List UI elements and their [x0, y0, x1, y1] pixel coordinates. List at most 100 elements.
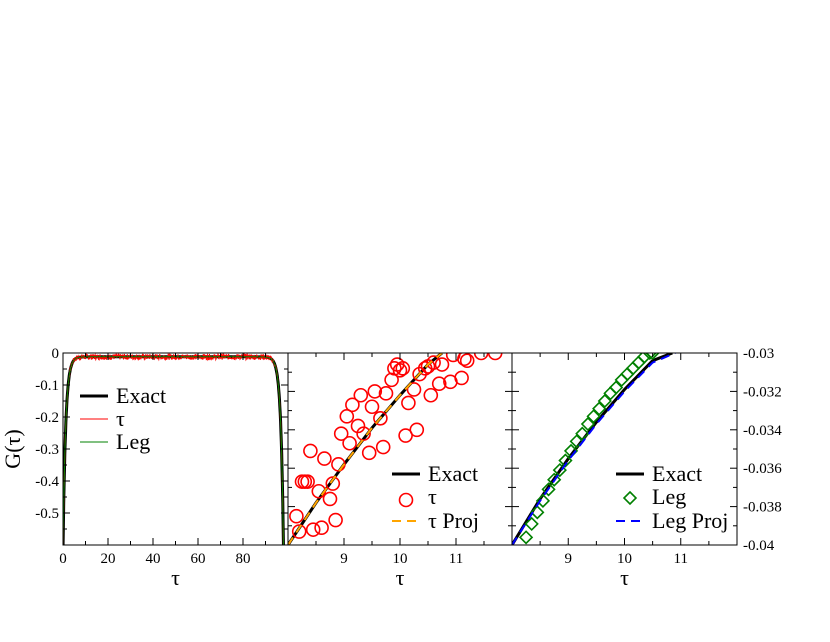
legend-swatch-1	[622, 490, 638, 506]
y-tick-label: -0.4	[35, 474, 59, 490]
data-point-circle	[305, 522, 321, 537]
data-point-diamond	[530, 505, 545, 520]
y-tick-label-right: -0.032	[743, 384, 782, 400]
x-tick-label: 60	[191, 551, 206, 567]
x-axis-title: τ	[620, 565, 629, 590]
data-point-diamond	[592, 401, 607, 416]
series-exact-line	[512, 353, 673, 545]
panel-full-range: 0 20 40 60 80 0 -0.1 -0.2 -0.3 -0.4 -0.5 τ G(τ) Exact…	[0, 346, 289, 590]
data-point-diamond	[558, 453, 573, 468]
legend-label: Leg Proj	[652, 508, 728, 533]
data-point-circle	[325, 476, 341, 491]
data-point-circle	[457, 353, 472, 367]
x-axis-title: τ	[396, 565, 405, 590]
data-point-circle	[426, 355, 441, 370]
y-tick-label-right: -0.038	[743, 500, 782, 516]
data-point-circle	[356, 426, 371, 441]
legend-label: Leg	[652, 484, 686, 509]
data-point-circle	[459, 353, 475, 368]
data-point-circle	[398, 428, 413, 443]
data-point-circle	[353, 387, 369, 403]
data-point-circle	[387, 361, 402, 376]
data-point-circle	[423, 387, 439, 403]
data-point-circle	[328, 512, 343, 528]
data-point-circle	[317, 451, 332, 466]
data-point-circle	[342, 435, 357, 451]
data-point-diamond	[524, 516, 539, 532]
legend-label: Exact	[116, 383, 166, 408]
data-point-circle	[297, 474, 313, 489]
series-proj-line	[512, 353, 676, 545]
data-point-circle	[401, 395, 416, 411]
data-point-diamond	[569, 434, 584, 449]
data-point-circle	[367, 384, 383, 399]
legend-label: τ Proj	[428, 508, 479, 533]
series-group	[288, 353, 503, 545]
data-point-circle	[345, 397, 360, 413]
y-tick-label: -0.1	[35, 378, 59, 394]
data-point-circle	[434, 357, 450, 372]
y-tick-label: -0.3	[35, 442, 59, 458]
data-point-diamond	[645, 353, 660, 361]
data-point-circle	[406, 382, 422, 397]
x-axis-title: τ	[171, 565, 180, 590]
data-point-circle	[322, 491, 338, 507]
series-tau-line	[63, 353, 284, 545]
data-point-diamond	[518, 530, 534, 545]
series-leg-line	[63, 356, 284, 545]
plot-frame	[62, 352, 289, 546]
legend-label: τ	[428, 484, 437, 509]
data-point-circle	[487, 353, 503, 361]
data-point-circle	[431, 376, 447, 392]
y-axis-title: G(τ)	[0, 429, 25, 468]
y-tick-label-right: -0.03	[743, 346, 774, 362]
y-tick-label-right: -0.036	[743, 461, 782, 477]
series-exact-line	[63, 355, 285, 545]
x-tick-label: 10	[617, 551, 632, 567]
panel-zoom-leg: 9 10 11 -0.03 -0.032 -0.034 -0.036 -0.038 -0.04 τ…	[511, 346, 782, 590]
x-tick-label: 80	[236, 551, 251, 567]
data-point-circle	[361, 445, 377, 461]
legend-label: Leg	[116, 429, 150, 454]
series-exact-line	[288, 353, 443, 545]
data-point-diamond	[541, 482, 556, 497]
y-tick-label-right: -0.04	[743, 538, 775, 554]
data-point-diamond	[631, 355, 646, 370]
x-tick-label: 11	[449, 551, 463, 567]
data-point-diamond	[547, 472, 562, 487]
y-tick-label: -0.2	[35, 410, 59, 426]
series-group	[512, 353, 676, 545]
data-point-diamond	[575, 426, 590, 441]
data-point-circle	[389, 357, 405, 372]
data-point-circle	[409, 422, 425, 438]
data-point-circle	[339, 409, 355, 424]
data-point-diamond	[625, 361, 641, 376]
y-tick-label: 0	[52, 346, 60, 362]
data-point-circle	[473, 353, 489, 361]
legend-label: τ	[116, 406, 125, 431]
data-point-circle	[291, 524, 307, 539]
legend-label: Exact	[428, 461, 478, 486]
x-tick-label: 40	[146, 551, 161, 567]
data-point-circle	[294, 474, 310, 489]
data-point-circle	[333, 426, 349, 441]
x-tick-label: 11	[674, 551, 688, 567]
data-point-circle	[303, 443, 318, 459]
series-group	[63, 353, 285, 545]
data-point-diamond	[586, 409, 601, 424]
x-tick-label: 9	[340, 551, 348, 567]
data-point-diamond	[597, 393, 612, 409]
data-point-circle	[373, 410, 388, 426]
x-tick-label: 9	[565, 551, 573, 567]
y-tick-label-right: -0.034	[743, 423, 782, 439]
series-proj-line	[288, 353, 443, 545]
data-point-circle	[314, 520, 329, 536]
data-point-diamond	[608, 380, 624, 395]
data-point-circle	[300, 474, 315, 489]
data-point-circle	[364, 399, 380, 415]
y-tick-label: -0.5	[35, 506, 59, 522]
